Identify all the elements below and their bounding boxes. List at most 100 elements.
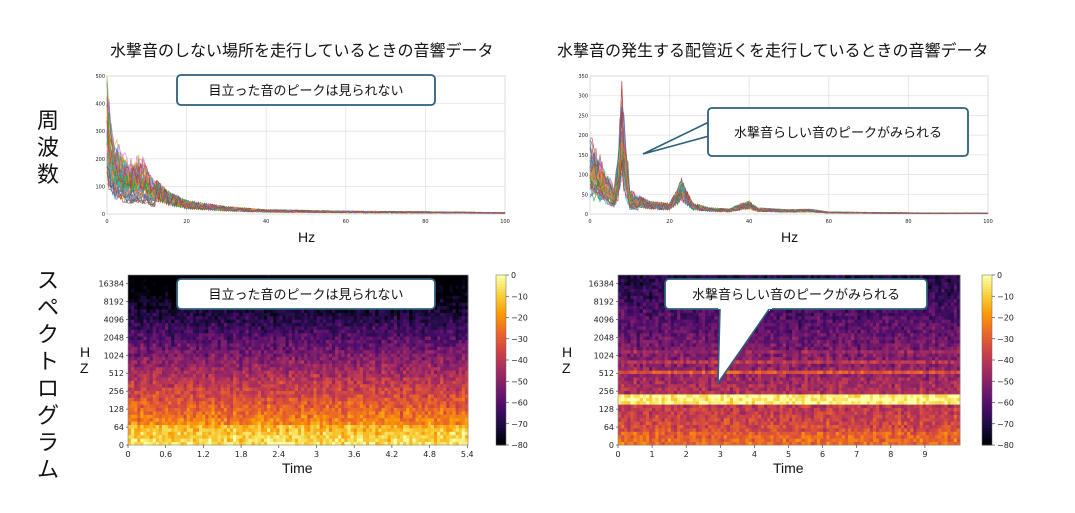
x-tick-label: 40 [746, 219, 752, 225]
colorbar-tick-label: −70 [997, 420, 1014, 429]
x-tick-label: 3.6 [348, 450, 361, 459]
colorbar-tick-label: −20 [997, 314, 1014, 323]
y-tick-label: 256 [109, 387, 124, 396]
x-tick-label: 2 [684, 450, 689, 459]
x-tick-label: 80 [905, 219, 911, 225]
y-tick-label: 8192 [594, 297, 614, 306]
callout-text: 水撃音らしい音のピークがみられる [734, 125, 942, 141]
colorbar-tick-label: 0 [997, 271, 1002, 280]
frequency-plot-quiet: 0 20 40 60 80 100 0 100 200 300 400 500 Hz 目立った音のピークは… [95, 72, 515, 247]
callout: 目立った音のピークは見られない [176, 278, 436, 310]
y-tick-label: 64 [114, 423, 124, 432]
colorbar-tick-label: −60 [511, 399, 528, 408]
y-tick-label: 0 [119, 441, 124, 450]
callout: 水撃音らしい音のピークがみられる [642, 107, 969, 157]
y-tick-label: 500 [95, 74, 105, 80]
y-tick-label: 128 [599, 405, 614, 414]
y-tick-label: 50 [582, 192, 588, 198]
y-tick-label: 0 [102, 212, 105, 218]
y-tick-label: 200 [95, 157, 105, 163]
x-tick-label: 4.8 [423, 450, 436, 459]
series-line [106, 171, 506, 214]
callout-box [664, 278, 928, 310]
colorbar [496, 275, 506, 446]
x-tick-label: 0 [105, 219, 108, 225]
y-tick-label: 300 [578, 94, 588, 100]
y-tick-label: 2048 [594, 333, 614, 342]
frequency-plot-waterhammer-svg: 0 20 40 60 80 100 0 50 100 150 200 250 300 350 Hz 水撃音らし… [578, 74, 992, 245]
spectrogram-label-char: グ [36, 404, 59, 429]
x-tick-label: 0 [588, 219, 591, 225]
y-tick-label: 4096 [104, 315, 124, 324]
series-line [589, 115, 989, 214]
x-tick-label: 9 [922, 450, 927, 459]
spectrogram-frame [617, 274, 961, 446]
y-tick-label: 16384 [589, 280, 614, 289]
frequency-plot-waterhammer: 0 20 40 60 80 100 0 50 100 150 200 250 300 350 Hz 水撃音らし… [578, 72, 998, 247]
y-axis-label: H [80, 344, 90, 360]
colorbar-tick-label: −30 [511, 335, 528, 344]
spectrogram-waterhammer-svg: 0 64 128 256 512 1024 2048 4096 8192 16384 0 1 2 3 4 5 6… [562, 271, 1014, 476]
y-axis-label: Z [562, 360, 571, 376]
x-axis-label: Time [282, 460, 313, 476]
spectrogram-label-char: ス [36, 269, 59, 294]
x-tick-label: 5.4 [461, 450, 474, 459]
colorbar-tick-label: −10 [511, 292, 528, 301]
frequency-row-label: 周 波 数 [33, 108, 63, 189]
y-tick-label: 256 [599, 387, 614, 396]
callout-pointer-join [718, 305, 772, 309]
colorbar [982, 275, 992, 446]
x-tick-label: 20 [183, 219, 189, 225]
frequency-label-char: 周 [36, 109, 59, 134]
callout-text: 目立った音のピークは見られない [208, 83, 403, 99]
y-tick-label: 0 [585, 212, 588, 218]
x-tick-label: 100 [500, 219, 510, 225]
y-tick-label: 1024 [104, 351, 124, 360]
spectrogram-waterhammer: 0 64 128 256 512 1024 2048 4096 8192 16384 0 1 2 3 4 5 6… [560, 265, 1030, 480]
spectrogram-label-char: ム [36, 458, 59, 483]
x-tick-label: 3 [314, 450, 319, 459]
left-column-title: 水撃音のしない場所を走行しているときの音響データ [110, 41, 494, 60]
x-tick-label: 0 [125, 450, 130, 459]
x-tick-label: 7 [854, 450, 859, 459]
callout: 水撃音らしい音のピークがみられる [664, 278, 928, 311]
x-tick-label: 5 [786, 450, 791, 459]
callout-box [176, 74, 436, 106]
x-tick-label: 8 [888, 450, 893, 459]
colorbar-tick-label: −10 [997, 292, 1014, 301]
callout-text: 目立った音のピークは見られない [208, 287, 403, 303]
x-tick-label: 4.2 [386, 450, 399, 459]
y-tick-label: 8192 [104, 297, 124, 306]
colorbar-tick-label: −50 [997, 377, 1014, 386]
y-axis-label: H [562, 344, 572, 360]
spectrogram-label-char: ラ [36, 431, 59, 456]
spectrogram-label-char: ロ [36, 377, 59, 402]
y-tick-label: 4096 [594, 315, 614, 324]
callout-text: 水撃音らしい音のピークがみられる [692, 287, 900, 303]
spectrogram-row-label: ス ペ ク ト ロ グ ラ ム [33, 268, 63, 484]
y-axis-label: Z [80, 360, 89, 376]
callout-pointer [717, 307, 771, 386]
x-tick-label: 1 [650, 450, 655, 459]
x-tick-label: 80 [422, 219, 428, 225]
x-tick-label: 6 [820, 450, 825, 459]
colorbar-tick-label: −20 [511, 314, 528, 323]
callout-box [707, 107, 969, 157]
y-tick-label: 16384 [99, 280, 124, 289]
callout: 目立った音のピークは見られない [176, 74, 436, 106]
right-column-title: 水撃音の発生する配管近くを走行しているときの音響データ [557, 41, 989, 60]
colorbar-tick-label: −40 [511, 356, 528, 365]
x-axis-label: Hz [298, 229, 315, 245]
colorbar-tick-label: −40 [997, 356, 1014, 365]
colorbar-tick-label: −60 [997, 399, 1014, 408]
y-tick-label: 200 [578, 133, 588, 139]
x-tick-label: 4 [752, 450, 757, 459]
colorbar-tick-label: −50 [511, 377, 528, 386]
colorbar-tick-label: −80 [511, 441, 528, 450]
y-tick-label: 512 [599, 369, 614, 378]
y-tick-label: 2048 [104, 333, 124, 342]
y-tick-label: 300 [95, 129, 105, 135]
x-tick-label: 0 [615, 450, 620, 459]
x-tick-label: 60 [343, 219, 349, 225]
y-tick-label: 350 [578, 74, 588, 80]
